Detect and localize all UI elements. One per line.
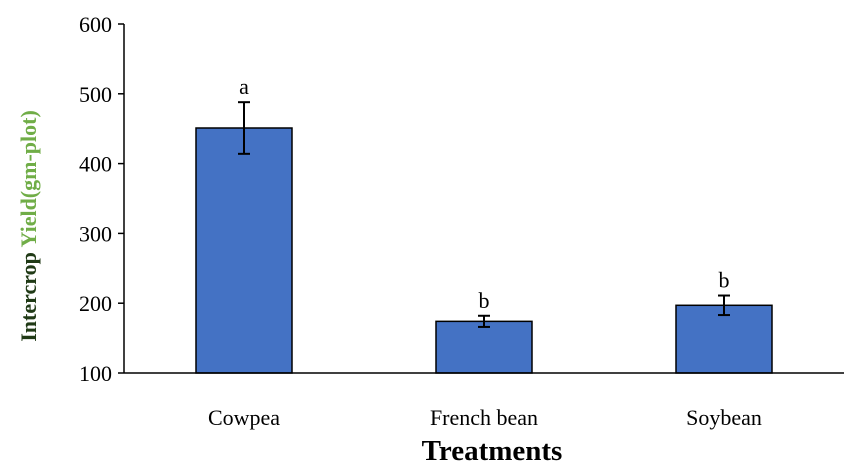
- y-axis-title-part-1: Intercrop: [16, 247, 41, 341]
- x-axis-title: Treatments: [422, 435, 563, 464]
- bar-french-bean: [435, 320, 533, 374]
- axes: [123, 24, 844, 374]
- error-bars: [238, 101, 730, 328]
- y-axis-ticks: 100 200 300 400 500 600: [79, 12, 124, 386]
- bars: [195, 127, 773, 374]
- category-labels: Cowpea French bean Soybean: [208, 405, 762, 430]
- y-axis-title: Intercrop Yield(gm-plot): [16, 110, 41, 342]
- significance-letter: a: [239, 74, 249, 99]
- y-tick-label: 500: [79, 82, 112, 107]
- y-axis-title-part-2: Yield(gm-plot): [16, 110, 41, 247]
- category-label: Cowpea: [208, 405, 280, 430]
- y-tick-label: 100: [79, 361, 112, 386]
- y-tick-label: 400: [79, 152, 112, 177]
- y-tick-label: 200: [79, 291, 112, 316]
- y-tick-label: 600: [79, 12, 112, 37]
- significance-letter: b: [479, 288, 490, 313]
- significance-letter: b: [719, 268, 730, 293]
- y-tick-label: 300: [79, 221, 112, 246]
- category-label: Soybean: [686, 405, 762, 430]
- bar-cowpea: [195, 127, 293, 374]
- significance-labels: a b b: [239, 74, 729, 313]
- category-label: French bean: [430, 405, 538, 430]
